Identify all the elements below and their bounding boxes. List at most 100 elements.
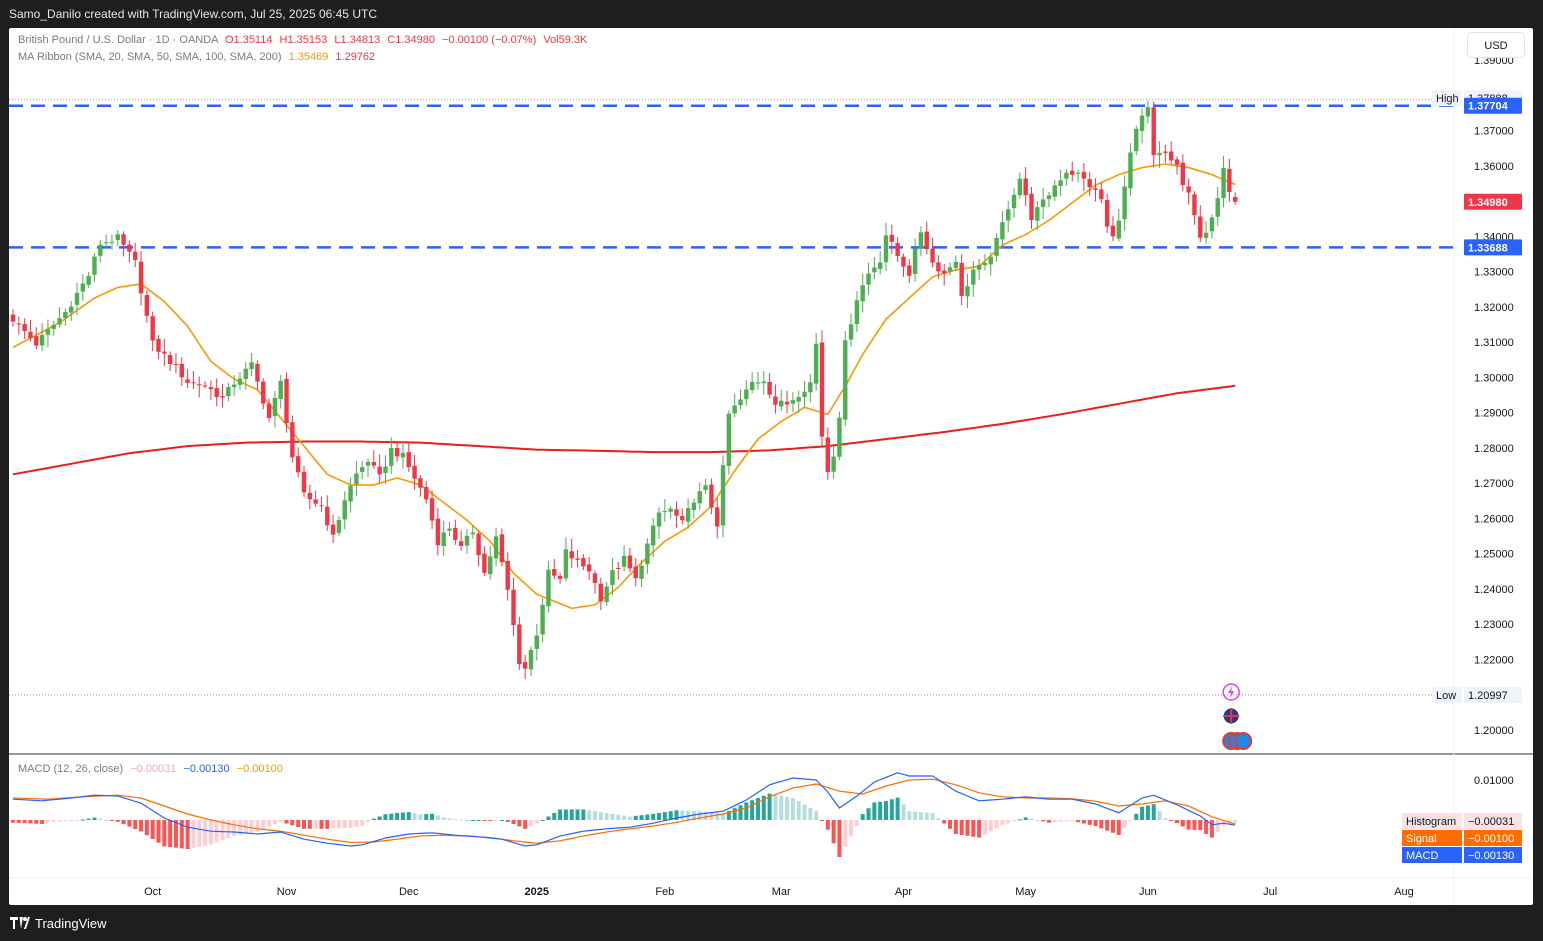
macd-histogram-bar [418,814,423,820]
macd-histogram-bar [162,820,167,847]
candle [220,384,225,408]
macd-histogram-bar [511,820,516,824]
candle [522,654,528,680]
macd-histogram-bar [325,820,330,829]
macd-histogram-bar [1175,820,1179,824]
macd-histogram-bar [354,820,359,827]
macd-histogram-bar [191,820,196,848]
candle [133,242,138,268]
candle [115,229,120,247]
candle-body [499,534,505,563]
macd-histogram-bar [540,820,545,821]
candle [453,519,458,545]
macd-histogram-bar [575,809,580,820]
candle-body [767,381,772,395]
macd-histogram-bar [924,812,929,820]
macd-histogram-bar [1163,818,1168,820]
macd-histogram-bar [686,810,691,820]
candle [243,362,248,390]
macd-histogram-bar [319,820,324,829]
candle-body [848,324,854,340]
candle-body [290,422,295,458]
candle-body [831,456,836,472]
macd-histogram-bar [237,820,242,835]
candle-body [860,285,865,302]
candle-body [581,558,586,567]
currency-button[interactable]: USD [1467,32,1525,58]
horizontal-levels [9,104,1454,249]
macd-value: −0.00130 [183,763,230,775]
candle [1035,200,1040,230]
candle [808,374,813,403]
tradingview-logo[interactable]: TradingView [10,916,107,931]
macd-histogram-bar [232,820,237,836]
macd-histogram-bar [633,815,638,820]
candle-body [511,589,516,626]
macd-histogram-bar [1204,820,1209,834]
candle-body [784,401,790,405]
candle-body [249,362,254,370]
price-tick-label: 1.20000 [1474,725,1514,737]
candle-body [1087,179,1092,188]
candle [237,372,243,390]
macd-histogram-bar [610,813,615,820]
macd-histogram-bar [302,820,306,829]
macd-histogram-bar [1192,820,1197,830]
candle-body [621,555,627,567]
candle-body [1186,186,1191,193]
macd-histogram-bar [331,820,336,829]
candle [162,338,167,366]
candle-body [1011,194,1017,209]
ma20-line [12,163,1236,610]
chart-svg[interactable]: 1.390001.380001.370001.360001.350001.340… [9,28,1533,905]
macd-histogram-bar [499,820,504,821]
candle-body [424,486,429,500]
macd-histogram-bar [249,820,254,833]
candle [179,357,184,386]
price-tick-label: 1.33000 [1474,267,1514,279]
candle [784,390,790,414]
macd-histogram-bar [884,801,888,820]
candle-body [912,248,918,275]
macd-histogram-bar [901,804,906,820]
candle [709,478,714,515]
candle-body [965,286,970,297]
candle-body [749,381,755,391]
candle-body [907,265,912,276]
candle-body [51,324,56,329]
candle [528,646,534,676]
candle [645,538,650,574]
last-price-tag-value: 1.34980 [1468,197,1508,209]
candle-body [808,382,813,393]
candle-body [284,378,289,423]
symbol-name[interactable]: British Pound / U.S. Dollar · 1D · OANDA [18,34,218,46]
ma-ribbon-label[interactable]: MA Ribbon (SMA, 20, SMA, 50, SMA, 100, S… [18,51,282,63]
candle [197,376,202,398]
macd-histogram-bar [895,797,900,820]
candle [226,382,231,402]
candle-body [802,391,807,397]
macd-histogram-bar [849,820,854,837]
candle-body [418,478,423,488]
macd-histogram-bar [755,798,760,820]
price-axis: 1.390001.380001.370001.360001.350001.340… [1432,55,1522,737]
ma20-value: 1.35469 [288,51,329,63]
candle [202,381,208,389]
candle [854,291,860,332]
candle-body [639,565,644,579]
candle-body [307,492,313,500]
candle [988,252,993,276]
candle-body [1198,216,1203,238]
candle [464,529,470,554]
macd-histogram-bar [1157,811,1162,820]
macd-label[interactable]: MACD (12, 26, close) [18,763,124,775]
macd-histogram-bar [971,820,976,837]
candle [1052,180,1057,201]
candle [697,482,702,510]
candle [185,369,190,388]
candle-body [109,241,115,243]
macd-histogram-bar [28,820,33,824]
macd-histogram-bar [179,820,184,849]
candle [208,380,214,401]
macd-histogram-bar [994,820,999,829]
